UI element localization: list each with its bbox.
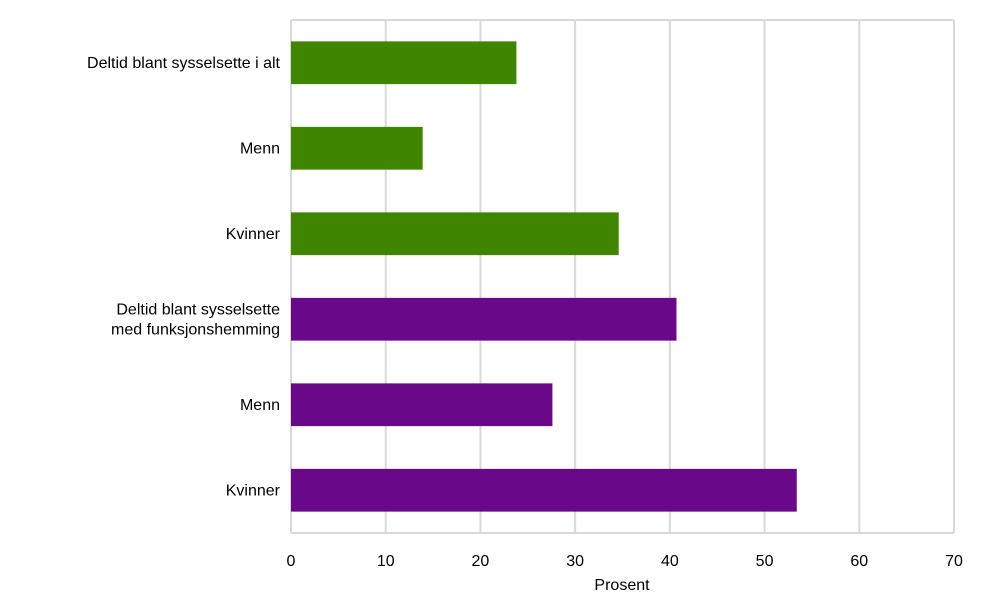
category-label-3-1: med funksjonshemming <box>111 321 280 338</box>
x-tick-label-5: 50 <box>756 553 774 570</box>
x-tick-label-7: 70 <box>945 553 963 570</box>
category-label-3-0: Deltid blant sysselsette <box>116 301 280 318</box>
bar-0 <box>291 41 517 85</box>
gridlines <box>290 19 955 534</box>
x-tick-label-4: 40 <box>661 553 679 570</box>
x-axis-title: Prosent <box>594 577 650 594</box>
bar-1 <box>291 126 423 170</box>
x-tick-label-6: 60 <box>850 553 868 570</box>
category-labels: Deltid blant sysselsette i alt Menn Kvinne… <box>87 55 281 500</box>
bar-3 <box>291 297 677 341</box>
x-axis-ticks: 0 10 20 30 40 50 60 70 <box>287 553 963 570</box>
x-tick-label-1: 10 <box>377 553 395 570</box>
category-label-4-0: Menn <box>240 397 280 414</box>
category-label-1-0: Menn <box>240 140 280 157</box>
bar-2 <box>291 212 619 256</box>
x-tick-label-2: 20 <box>472 553 490 570</box>
category-label-2-0: Kvinner <box>226 226 281 243</box>
x-tick-label-3: 30 <box>566 553 584 570</box>
bar-4 <box>291 383 553 427</box>
bars <box>291 41 797 512</box>
category-label-0-0: Deltid blant sysselsette i alt <box>87 55 281 72</box>
category-label-5-0: Kvinner <box>226 482 281 499</box>
x-tick-label-0: 0 <box>287 553 296 570</box>
bar-5 <box>291 468 797 512</box>
